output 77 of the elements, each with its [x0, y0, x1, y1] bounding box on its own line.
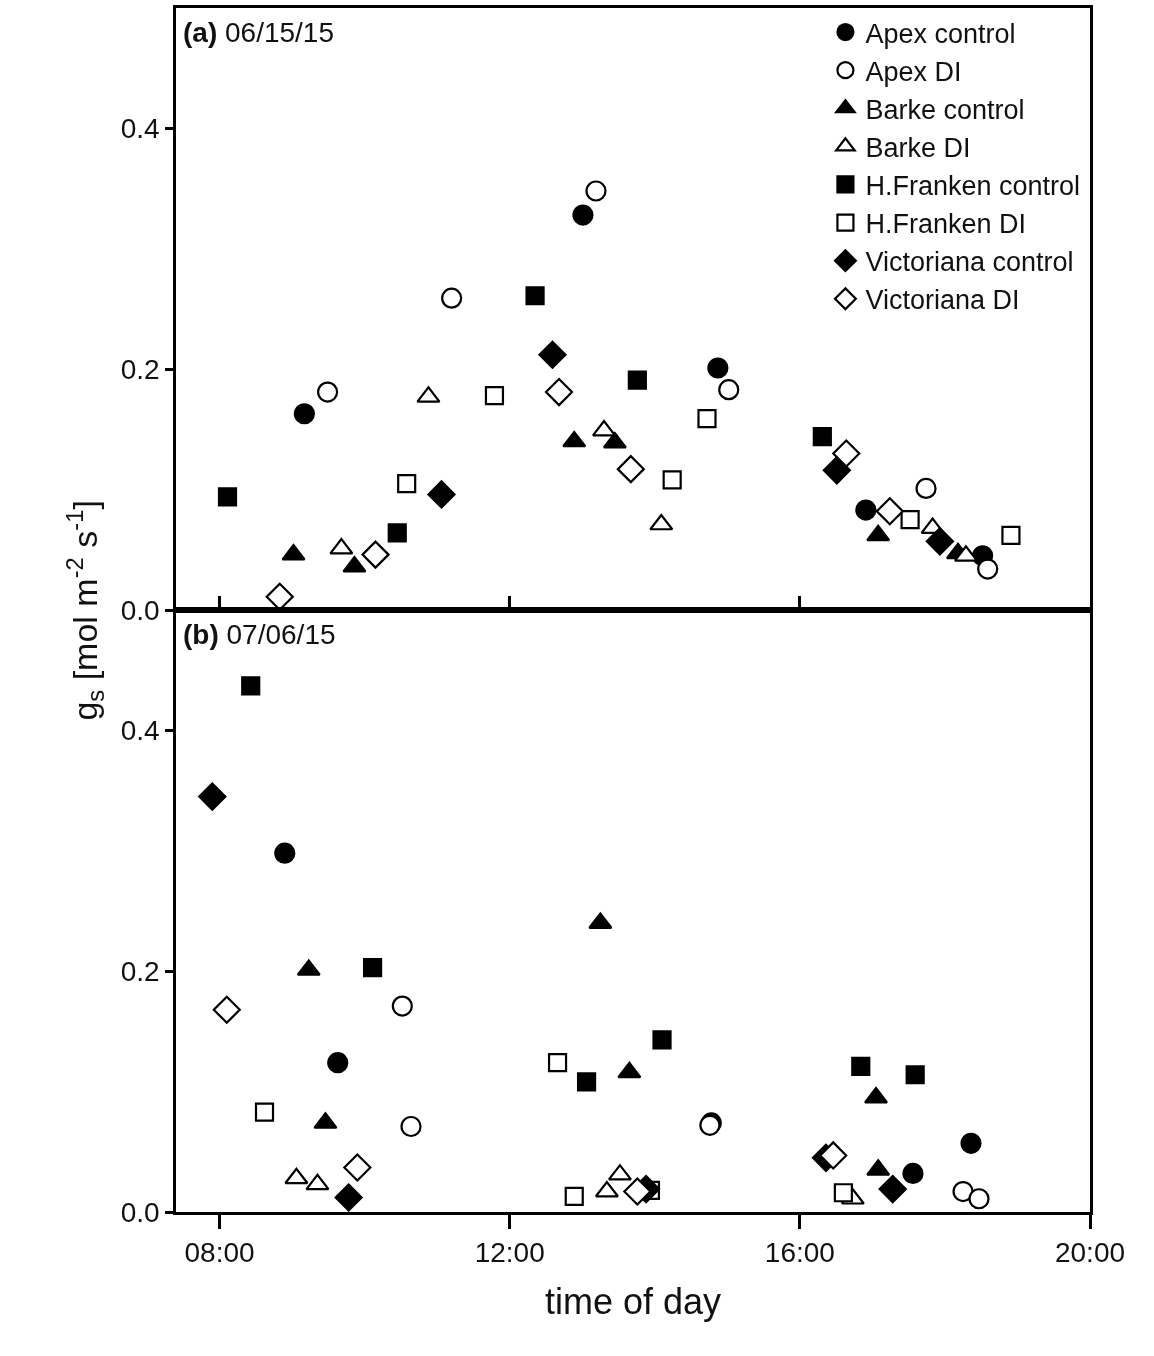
- legend-label: Apex DI: [865, 56, 962, 87]
- point: [217, 487, 238, 507]
- legend-label: Apex control: [865, 18, 1016, 49]
- point: [1001, 525, 1021, 545]
- point: [627, 370, 647, 390]
- x-tick-label: 20:00: [1054, 1237, 1126, 1269]
- point: [902, 1162, 924, 1185]
- point: [866, 524, 891, 542]
- point: [977, 558, 999, 580]
- y-tick-label: 0.0: [120, 594, 160, 626]
- point: [198, 782, 227, 811]
- point: [254, 1102, 275, 1122]
- y-tick-label: 0.2: [120, 956, 160, 987]
- point: [822, 456, 851, 485]
- point: [400, 1115, 422, 1138]
- point: [915, 477, 937, 499]
- point: [960, 1132, 982, 1154]
- point: [900, 510, 920, 530]
- y-tick-label: 0.0: [120, 1196, 160, 1228]
- point: [427, 480, 456, 509]
- legend-label: Barke DI: [865, 132, 971, 163]
- legend-label: Victoriana DI: [865, 285, 1020, 316]
- point: [585, 180, 607, 202]
- point: [819, 1141, 848, 1170]
- legend-label: Victoriana control: [865, 247, 1074, 278]
- point: [274, 842, 296, 864]
- point: [538, 340, 567, 369]
- point: [662, 470, 682, 490]
- point: [484, 386, 505, 406]
- point: [649, 513, 674, 531]
- x-axis-title: time of day: [544, 1281, 722, 1323]
- x-tick-label: 08:00: [184, 1237, 255, 1269]
- point: [905, 1065, 925, 1085]
- point: [361, 540, 390, 569]
- point: [832, 439, 861, 468]
- point: [362, 957, 383, 978]
- point: [623, 1177, 652, 1206]
- point: [812, 427, 832, 447]
- point: [855, 499, 877, 521]
- chart-title: (a) 06/15/15: [183, 17, 335, 48]
- legend-label: Barke control: [865, 94, 1025, 125]
- point: [317, 381, 339, 403]
- y-tick-label: 0.2: [120, 354, 160, 385]
- x-tick-label: 16:00: [764, 1237, 835, 1269]
- point: [293, 403, 315, 425]
- point: [241, 676, 261, 696]
- point: [564, 1186, 584, 1206]
- point: [327, 1052, 349, 1074]
- point: [718, 379, 740, 401]
- legend-label: H.Franken control: [865, 170, 1081, 201]
- point: [851, 1056, 871, 1076]
- y-tick-label: 0.4: [120, 113, 160, 145]
- point: [878, 1175, 907, 1204]
- point: [212, 995, 241, 1024]
- point: [397, 473, 417, 494]
- point: [334, 1183, 363, 1212]
- point: [391, 995, 413, 1017]
- x-tick-label: 12:00: [474, 1237, 545, 1269]
- chart-title: (b) 07/06/15: [183, 619, 336, 650]
- point: [547, 1053, 568, 1073]
- point: [576, 1072, 597, 1092]
- point: [525, 286, 545, 306]
- point: [925, 527, 954, 556]
- point: [343, 1153, 372, 1182]
- point: [572, 204, 594, 226]
- point: [833, 1183, 853, 1203]
- point: [387, 523, 407, 543]
- point: [544, 377, 574, 407]
- point: [697, 408, 717, 429]
- point: [875, 497, 904, 526]
- point: [616, 455, 645, 484]
- y-tick-label: 0.4: [120, 715, 160, 747]
- point: [707, 357, 729, 379]
- point: [968, 1188, 990, 1210]
- point: [441, 287, 463, 309]
- point: [652, 1030, 672, 1050]
- legend-label: H.Franken DI: [865, 209, 1026, 240]
